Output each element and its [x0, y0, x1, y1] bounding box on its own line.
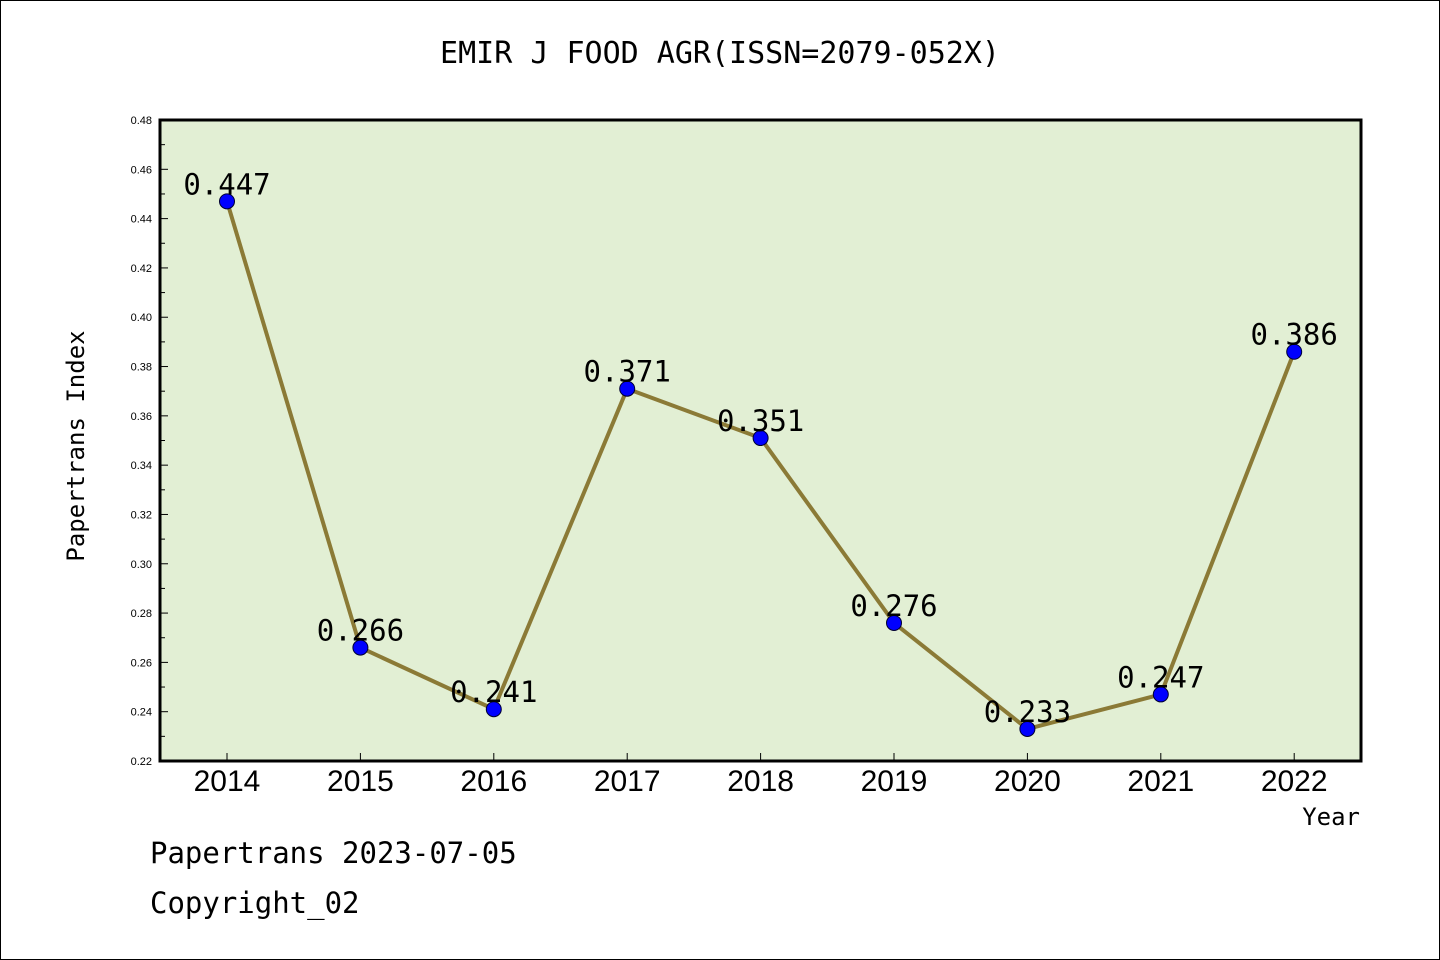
data-point — [752, 430, 769, 447]
data-label: 0.351 — [717, 404, 804, 438]
x-tick-label: 2021 — [1127, 765, 1194, 798]
data-labels: 0.447 0.266 0.241 0.371 0.351 0.276 0.233 0.247… — [183, 167, 1338, 729]
x-tick-label: 2019 — [861, 765, 928, 798]
data-point — [619, 380, 636, 397]
y-tick-label: 0.44 — [131, 214, 152, 226]
footer-date: Papertrans 2023-07-05 — [150, 836, 517, 870]
x-tick-label: 2015 — [327, 765, 394, 798]
x-tick-label: 2016 — [460, 765, 527, 798]
data-point — [1152, 686, 1169, 703]
x-axis-ticks: 2014 2015 2016 2017 2018 2019 2020 2021 2022 — [194, 753, 1328, 798]
y-axis-label: Papertrans Index — [62, 330, 90, 561]
data-label: 0.276 — [850, 589, 937, 623]
data-label: 0.241 — [450, 675, 537, 709]
data-label: 0.386 — [1251, 318, 1338, 352]
chart-title: EMIR J FOOD AGR(ISSN=2079-052X) — [440, 36, 1000, 71]
data-point — [1019, 720, 1036, 737]
y-tick-label: 0.38 — [131, 362, 152, 374]
x-tick-label: 2014 — [194, 765, 261, 798]
data-point — [485, 701, 502, 718]
y-tick-label: 0.48 — [131, 115, 152, 127]
y-tick-label: 0.40 — [131, 312, 152, 324]
x-tick-label: 2018 — [727, 765, 794, 798]
y-tick-label: 0.32 — [131, 509, 152, 521]
y-tick-label: 0.46 — [131, 164, 152, 176]
footer-copyright: Copyright_02 — [150, 886, 360, 920]
data-point — [219, 193, 235, 210]
data-label: 0.233 — [984, 695, 1071, 729]
data-point — [886, 614, 902, 631]
y-tick-label: 0.30 — [131, 559, 152, 571]
y-tick-label: 0.42 — [131, 263, 152, 275]
x-tick-label: 2022 — [1261, 765, 1328, 798]
data-label: 0.447 — [183, 167, 270, 201]
data-point — [352, 639, 369, 656]
data-point — [1286, 343, 1303, 360]
y-tick-label: 0.24 — [131, 707, 152, 719]
y-axis-ticks: 0.22 0.24 0.26 0.28 0.30 0.32 0.34 0.36 0.38 0.40… — [131, 115, 168, 768]
y-tick-label: 0.28 — [131, 608, 152, 620]
data-markers — [219, 193, 1303, 737]
x-tick-label: 2017 — [594, 765, 661, 798]
data-label: 0.266 — [317, 614, 404, 648]
y-tick-label: 0.34 — [131, 460, 152, 472]
x-tick-label: 2020 — [994, 765, 1061, 798]
y-tick-label: 0.36 — [131, 411, 152, 423]
x-axis-label: Year — [1302, 803, 1360, 831]
data-label: 0.247 — [1117, 660, 1204, 694]
data-label: 0.371 — [584, 355, 671, 389]
y-tick-label: 0.22 — [131, 756, 152, 768]
y-tick-label: 0.26 — [131, 657, 152, 669]
